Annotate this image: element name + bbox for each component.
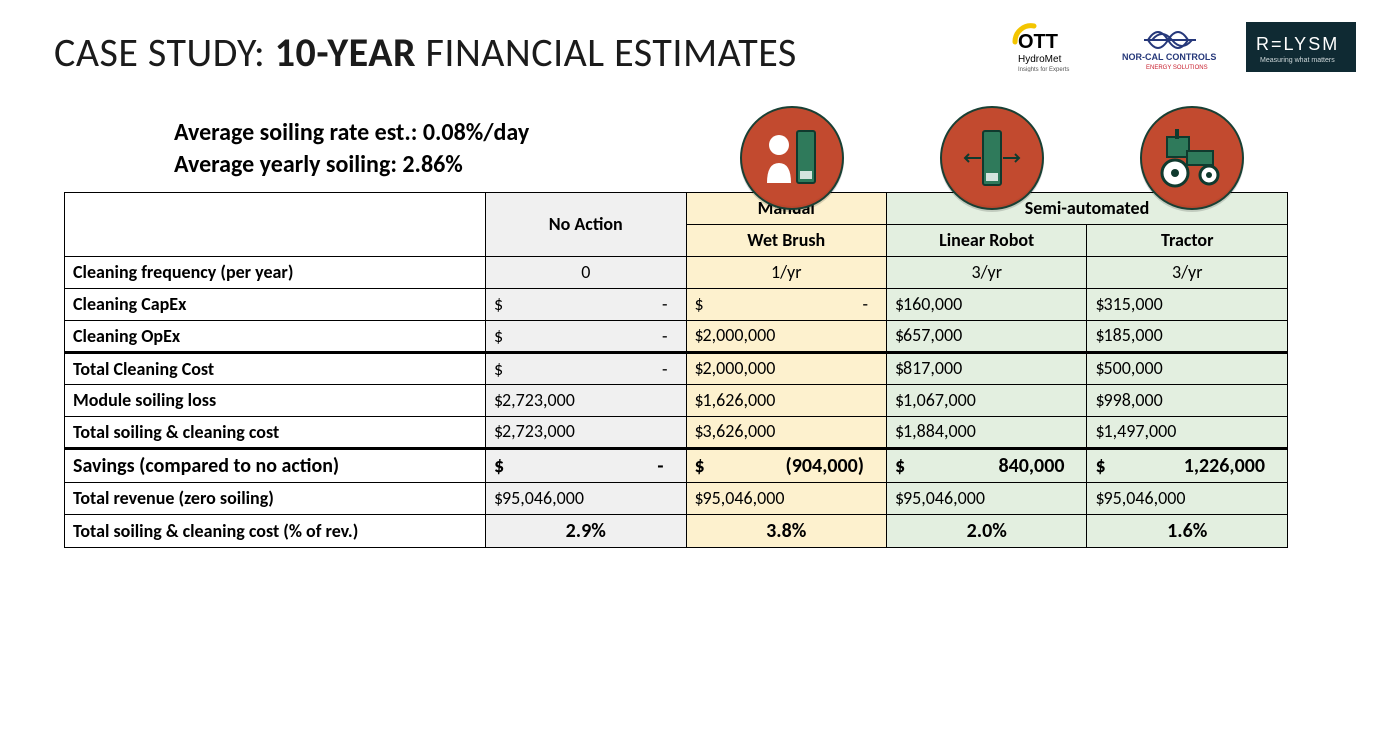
svg-text:ENERGY SOLUTIONS: ENERGY SOLUTIONS — [1146, 65, 1208, 71]
table-row: Total soiling & cleaning cost$2,723,000$… — [65, 416, 1288, 448]
table-row: Module soiling loss$2,723,000$1,626,000$… — [65, 384, 1288, 416]
title-pre: CASE STUDY: — [54, 28, 275, 77]
table-cell: $2,000,000 — [686, 320, 886, 352]
logo-relysm: R=LYSM Measuring what matters — [1246, 22, 1356, 77]
table-cell: $817,000 — [886, 352, 1086, 384]
row-label: Cleaning CapEx — [65, 288, 486, 320]
table-cell: $840,000 — [886, 448, 1086, 482]
table-cell: $3,626,000 — [686, 416, 886, 448]
table-cell: 3/yr — [1087, 256, 1288, 288]
table-cell: $- — [486, 288, 686, 320]
tractor-icon — [1140, 106, 1244, 210]
table-cell: $- — [486, 352, 686, 384]
table-cell: $95,046,000 — [886, 482, 1086, 514]
row-label: Total revenue (zero soiling) — [65, 482, 486, 514]
row-label: Total soiling & cleaning cost — [65, 416, 486, 448]
linear-robot-icon — [940, 106, 1044, 210]
table-row: Total revenue (zero soiling)$95,046,000$… — [65, 482, 1288, 514]
header-no-action: No Action — [486, 192, 686, 256]
table-cell: $657,000 — [886, 320, 1086, 352]
table-cell: $95,046,000 — [686, 482, 886, 514]
table-cell: $185,000 — [1087, 320, 1288, 352]
row-label: Cleaning frequency (per year) — [65, 256, 486, 288]
table-cell: $1,497,000 — [1087, 416, 1288, 448]
table-cell: $1,067,000 — [886, 384, 1086, 416]
table-cell: $315,000 — [1087, 288, 1288, 320]
header-tractor: Tractor — [1087, 224, 1288, 256]
table-cell: $1,226,000 — [1087, 448, 1288, 482]
row-label: Cleaning OpEx — [65, 320, 486, 352]
svg-text:HydroMet: HydroMet — [1018, 54, 1062, 65]
title-bold: 10-YEAR — [275, 28, 416, 77]
method-icons — [740, 106, 1244, 210]
table-cell: 1.6% — [1087, 514, 1288, 547]
table-cell: $95,046,000 — [1087, 482, 1288, 514]
table-row: Total soiling & cleaning cost (% of rev.… — [65, 514, 1288, 547]
table-cell: 2.9% — [486, 514, 686, 547]
table-cell: $- — [486, 448, 686, 482]
logo-norcal: NOR-CAL CONTROLS ENERGY SOLUTIONS — [1118, 22, 1228, 77]
manual-icon — [740, 106, 844, 210]
row-label: Savings (compared to no action) — [65, 448, 486, 482]
table-body: Cleaning frequency (per year)01/yr3/yr3/… — [65, 256, 1288, 547]
row-label: Total Cleaning Cost — [65, 352, 486, 384]
table-cell: $(904,000) — [686, 448, 886, 482]
title-post: FINANCIAL ESTIMATES — [416, 28, 797, 77]
row-label: Total soiling & cleaning cost (% of rev.… — [65, 514, 486, 547]
table-row: Total Cleaning Cost$-$2,000,000$817,000$… — [65, 352, 1288, 384]
table-cell: $2,723,000 — [486, 384, 686, 416]
slide: CASE STUDY: 10-YEAR FINANCIAL ESTIMATES … — [0, 0, 1400, 743]
svg-text:Insights for Experts: Insights for Experts — [1018, 67, 1069, 72]
row-label: Module soiling loss — [65, 384, 486, 416]
table-cell: 3/yr — [886, 256, 1086, 288]
table-row: Cleaning CapEx$-$-$160,000$315,000 — [65, 288, 1288, 320]
svg-text:Measuring what matters: Measuring what matters — [1260, 57, 1335, 64]
table-cell: $998,000 — [1087, 384, 1288, 416]
header-linear: Linear Robot — [886, 224, 1086, 256]
header-blank — [65, 192, 486, 256]
logo-ott: OTT HydroMet Insights for Experts — [1012, 22, 1100, 77]
svg-text:R=LYSM: R=LYSM — [1256, 34, 1339, 54]
svg-text:OTT: OTT — [1018, 31, 1058, 53]
logo-bar: OTT HydroMet Insights for Experts NOR-CA… — [1012, 22, 1356, 77]
table-row: Savings (compared to no action)$-$(904,0… — [65, 448, 1288, 482]
table-cell: $160,000 — [886, 288, 1086, 320]
table-cell: $2,000,000 — [686, 352, 886, 384]
table-row: Cleaning OpEx$-$2,000,000$657,000$185,00… — [65, 320, 1288, 352]
table-cell: $- — [686, 288, 886, 320]
financial-table: No Action Manual Semi-automated Wet Brus… — [64, 192, 1288, 548]
header-wetbrush: Wet Brush — [686, 224, 886, 256]
table-cell: $95,046,000 — [486, 482, 686, 514]
table-row: Cleaning frequency (per year)01/yr3/yr3/… — [65, 256, 1288, 288]
table-cell: 3.8% — [686, 514, 886, 547]
svg-text:NOR-CAL CONTROLS: NOR-CAL CONTROLS — [1122, 52, 1216, 62]
table-cell: $500,000 — [1087, 352, 1288, 384]
table-cell: $2,723,000 — [486, 416, 686, 448]
table-cell: 1/yr — [686, 256, 886, 288]
table-cell: 0 — [486, 256, 686, 288]
table-cell: 2.0% — [886, 514, 1086, 547]
table-cell: $1,626,000 — [686, 384, 886, 416]
table-cell: $1,884,000 — [886, 416, 1086, 448]
table-cell: $- — [486, 320, 686, 352]
